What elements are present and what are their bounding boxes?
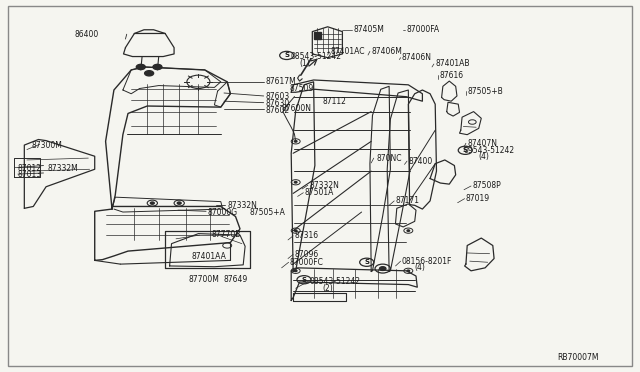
Text: 87112: 87112 [323,97,346,106]
Text: (1): (1) [300,59,310,68]
Text: (4): (4) [415,263,426,272]
Text: 87505+B: 87505+B [467,87,503,96]
Circle shape [294,182,297,183]
Text: 87000FA: 87000FA [406,25,440,34]
Text: 08543-51242: 08543-51242 [310,277,361,286]
Text: 87405M: 87405M [354,25,385,34]
Circle shape [294,270,297,272]
Circle shape [136,64,145,70]
Circle shape [294,141,297,142]
Text: 87401AB: 87401AB [435,60,470,68]
Text: 87000G: 87000G [208,208,238,217]
Bar [314,32,321,39]
Text: 87019: 87019 [466,194,490,203]
Text: 870NC: 870NC [376,154,402,163]
Text: 87096: 87096 [294,250,319,259]
Text: S: S [284,52,289,58]
Text: S: S [463,147,468,153]
Text: 87406M: 87406M [371,47,402,56]
Circle shape [407,230,410,231]
Text: 87600N: 87600N [282,104,312,113]
Text: 87407N: 87407N [467,139,497,148]
Text: 09543-51242: 09543-51242 [463,146,515,155]
Text: 08543-51242: 08543-51242 [291,52,342,61]
Circle shape [177,202,181,204]
Text: 87406N: 87406N [402,53,432,62]
Text: 86400: 86400 [75,30,99,39]
Text: (2): (2) [322,284,333,293]
Circle shape [380,267,386,270]
Text: 87505+A: 87505+A [250,208,285,217]
Text: 87400: 87400 [408,157,433,166]
Text: 87501A: 87501A [305,188,334,197]
Text: 87171: 87171 [396,196,420,205]
Text: 87000FC: 87000FC [290,258,324,267]
Circle shape [407,270,410,272]
Text: 87602: 87602 [266,106,290,115]
Circle shape [294,230,297,231]
Text: RB70007M: RB70007M [557,353,598,362]
Text: 87617M: 87617M [266,77,296,86]
Text: 87012: 87012 [18,164,42,173]
Text: 87603: 87603 [266,92,290,101]
Text: 87616: 87616 [439,71,463,80]
Text: 08156-8201F: 08156-8201F [402,257,452,266]
Text: 87509: 87509 [289,84,314,93]
Text: 87649: 87649 [224,275,248,284]
Text: 87332M: 87332M [48,164,79,173]
Text: 87332N: 87332N [309,181,339,190]
Text: 87300M: 87300M [32,141,63,150]
Circle shape [145,71,154,76]
Text: 87630: 87630 [266,99,290,108]
Text: S: S [364,259,369,265]
Text: (4): (4) [479,153,490,161]
Text: S: S [301,277,307,283]
Text: 87700M: 87700M [189,275,220,284]
Text: 87013: 87013 [18,170,42,179]
Text: 87770B: 87770B [211,230,241,239]
Text: 87316: 87316 [294,231,319,240]
Circle shape [153,64,162,70]
Text: 87332N: 87332N [227,201,257,210]
Text: 87401AA: 87401AA [192,252,227,261]
Circle shape [150,202,154,204]
Text: 87401AC: 87401AC [330,47,365,56]
Text: 87508P: 87508P [472,182,501,190]
